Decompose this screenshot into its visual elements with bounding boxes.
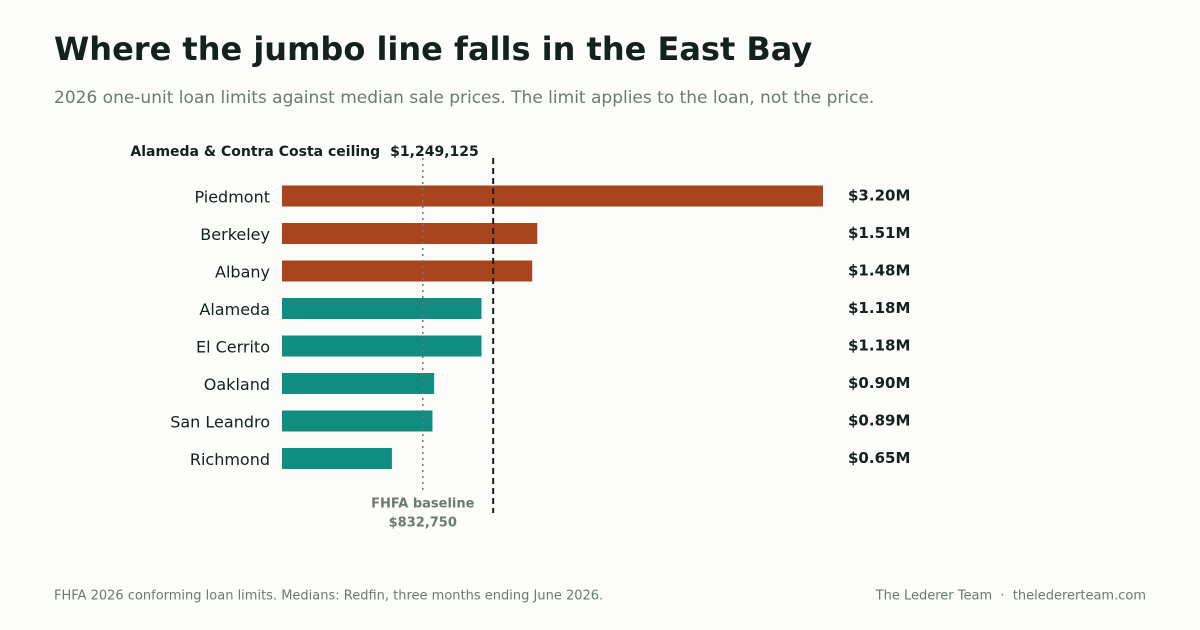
bar xyxy=(282,448,392,469)
reference-label: FHFA baseline xyxy=(371,497,475,512)
bar xyxy=(282,260,533,282)
bar xyxy=(282,223,538,244)
credit: The Lederer Team · theledererteam.com xyxy=(875,589,1146,604)
source-note: FHFA 2026 conforming loan limits. Median… xyxy=(54,589,603,604)
value-label: $1.48M xyxy=(848,262,910,280)
value-label: $3.20M xyxy=(848,187,910,205)
category-label: Richmond xyxy=(190,450,270,469)
bar xyxy=(282,373,435,394)
bar xyxy=(282,410,433,432)
category-label: Albany xyxy=(215,263,270,282)
category-label: San Leandro xyxy=(170,413,270,432)
category-label: Oakland xyxy=(204,375,270,394)
category-label: Piedmont xyxy=(194,188,270,207)
category-label: Berkeley xyxy=(200,225,270,244)
reference-label: Alameda & Contra Costa ceiling xyxy=(130,144,380,160)
category-label: El Cerrito xyxy=(196,338,270,357)
reference-value: $832,750 xyxy=(389,516,457,531)
value-label: $1.18M xyxy=(848,299,910,317)
reference-value: $1,249,125 xyxy=(390,144,479,160)
value-label: $1.51M xyxy=(848,224,910,242)
bar xyxy=(282,335,482,357)
chart-subtitle: 2026 one-unit loan limits against median… xyxy=(54,88,874,108)
value-label: $0.65M xyxy=(848,449,910,467)
category-label: Alameda xyxy=(199,300,270,319)
chart-title: Where the jumbo line falls in the East B… xyxy=(54,30,812,68)
value-label: $0.89M xyxy=(848,412,910,430)
bar xyxy=(282,185,823,207)
value-label: $0.90M xyxy=(848,374,910,392)
value-label: $1.18M xyxy=(848,337,910,355)
bar xyxy=(282,298,482,319)
